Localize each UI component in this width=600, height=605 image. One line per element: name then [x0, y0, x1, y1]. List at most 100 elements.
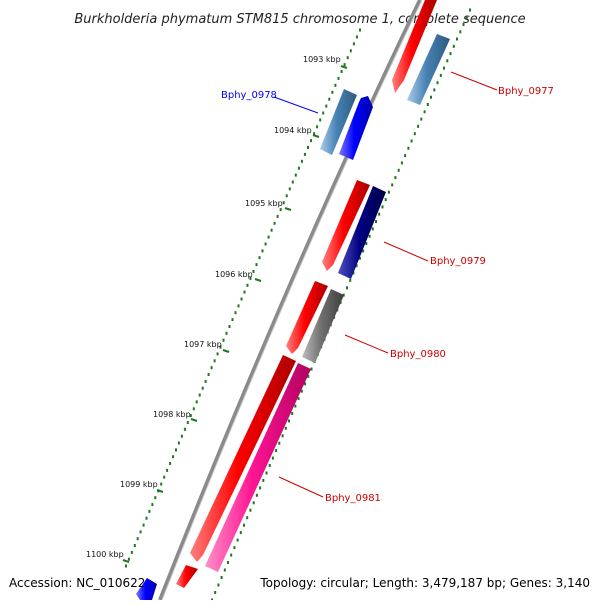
- tick-dot: [281, 434, 284, 438]
- tick-dot: [136, 537, 139, 541]
- tick-dot: [394, 176, 397, 180]
- tick-dot: [252, 501, 255, 505]
- tick-dot: [352, 42, 355, 46]
- tick-dot: [319, 118, 322, 122]
- tick-dot: [240, 297, 243, 301]
- tick-dot: [234, 311, 237, 315]
- tick-dot: [172, 455, 174, 459]
- tick-dot: [291, 412, 294, 415]
- gene-arrow-bphy-0979-a[interactable]: [322, 180, 370, 271]
- tick-dot: [270, 228, 273, 232]
- gene-labels: Bphy_0977 Bphy_0978 Bphy_0979 Bphy_0980 …: [221, 71, 554, 504]
- tick-dot: [217, 583, 220, 587]
- tick-dot: [310, 139, 312, 143]
- gene-label-bphy-0979[interactable]: Bphy_0979: [430, 256, 486, 267]
- tick-dot: [469, 8, 471, 12]
- tick-dot: [359, 28, 361, 32]
- tick-dot: [294, 404, 297, 408]
- tick-dot: [246, 283, 249, 287]
- chromosome-backbone-highlight: [161, 0, 423, 601]
- tick-dot: [230, 553, 233, 557]
- tick-dot: [213, 359, 216, 363]
- tick-dot: [151, 503, 154, 507]
- gene-arrow-bphy-0982[interactable]: [176, 565, 198, 588]
- gene-label-bphy-0977[interactable]: Bphy_0977: [498, 86, 554, 97]
- tick-dot: [237, 304, 240, 308]
- gene-arrow-bphy-0979-b[interactable]: [338, 186, 386, 279]
- gene-arrow-bphy-0981-b[interactable]: [205, 363, 311, 572]
- gene-arrow-bphy-0978-b[interactable]: [339, 96, 373, 160]
- tick-dot: [125, 564, 127, 568]
- tick-dot: [407, 146, 410, 150]
- topology-text: Topology: circular; Length: 3,479,187 bp…: [259, 576, 590, 590]
- tick-dot: [264, 242, 267, 246]
- tick-dot: [166, 468, 169, 472]
- tick-dot: [465, 15, 468, 19]
- tick-dot: [148, 509, 151, 513]
- gene-arrow-partial[interactable]: [136, 578, 157, 600]
- tick-dot: [413, 132, 416, 136]
- kbp-scale: 1093 kbp 1094 kbp 1095 kbp 1096 kbp 1097…: [86, 55, 348, 563]
- kbp-tick: [254, 278, 262, 282]
- tick-dot: [177, 441, 180, 445]
- tick-dot: [192, 407, 195, 411]
- kbp-label: 1096 kbp: [215, 270, 253, 279]
- tick-dot: [279, 208, 282, 212]
- tick-dot: [273, 221, 276, 225]
- tick-dot: [349, 49, 352, 53]
- outer-tick-ring: [125, 28, 361, 568]
- tick-dot: [268, 464, 271, 467]
- tick-dot: [300, 159, 303, 163]
- gene-label-bphy-0978[interactable]: Bphy_0978: [221, 90, 277, 101]
- reverse-strand-features: [205, 34, 450, 572]
- tick-dot: [127, 557, 130, 561]
- tick-dot: [443, 66, 445, 70]
- tick-dot: [426, 103, 429, 106]
- tick-dot: [436, 81, 439, 85]
- tick-dot: [249, 276, 252, 280]
- tick-dot: [222, 338, 225, 342]
- tick-dot: [420, 117, 423, 121]
- tick-dot: [243, 290, 246, 294]
- tick-dot: [310, 367, 313, 371]
- tick-dot: [355, 35, 358, 39]
- gene-arrow-bphy-0980-a[interactable]: [286, 281, 328, 354]
- gene-arrow-bphy-0977[interactable]: [407, 34, 450, 105]
- gene-label-bphy-0981[interactable]: Bphy_0981: [325, 493, 381, 504]
- tick-dot: [169, 462, 172, 465]
- tick-dot: [201, 386, 204, 390]
- tick-dot: [259, 486, 262, 490]
- tick-dot: [381, 205, 384, 209]
- tick-dot: [275, 449, 278, 453]
- tick-dot: [233, 546, 236, 550]
- tick-dot: [210, 366, 213, 370]
- tick-dot: [220, 576, 223, 579]
- tick-dot: [462, 23, 465, 26]
- tick-dot: [430, 95, 432, 99]
- gene-arrow-bphy-0981-a[interactable]: [190, 355, 296, 562]
- tick-dot: [378, 212, 381, 216]
- leader-line: [273, 96, 319, 114]
- gene-arrow-bphy-0978-a[interactable]: [320, 89, 357, 155]
- tick-dot: [384, 198, 387, 202]
- tick-dot: [288, 187, 291, 191]
- tick-dot: [307, 374, 310, 378]
- accession-text: Accession: NC_010622: [9, 576, 145, 590]
- tick-dot: [368, 234, 371, 238]
- kbp-label: 1097 kbp: [184, 340, 222, 349]
- tick-dot: [223, 568, 226, 572]
- gene-arrow-bphy-0980-b[interactable]: [302, 289, 344, 363]
- tick-dot: [459, 30, 462, 34]
- tick-dot: [313, 132, 316, 136]
- kbp-label: 1093 kbp: [303, 55, 341, 64]
- tick-dot: [195, 400, 198, 404]
- kbp-tick: [340, 65, 348, 69]
- tick-dot: [307, 146, 309, 149]
- tick-dot: [346, 286, 348, 290]
- tick-dot: [358, 256, 361, 260]
- tick-dot: [433, 88, 436, 92]
- gene-label-bphy-0980[interactable]: Bphy_0980: [390, 349, 446, 360]
- leader-line: [383, 241, 429, 262]
- tick-dot: [249, 508, 252, 512]
- gene-arrow-bphy-0976[interactable]: [392, 0, 437, 93]
